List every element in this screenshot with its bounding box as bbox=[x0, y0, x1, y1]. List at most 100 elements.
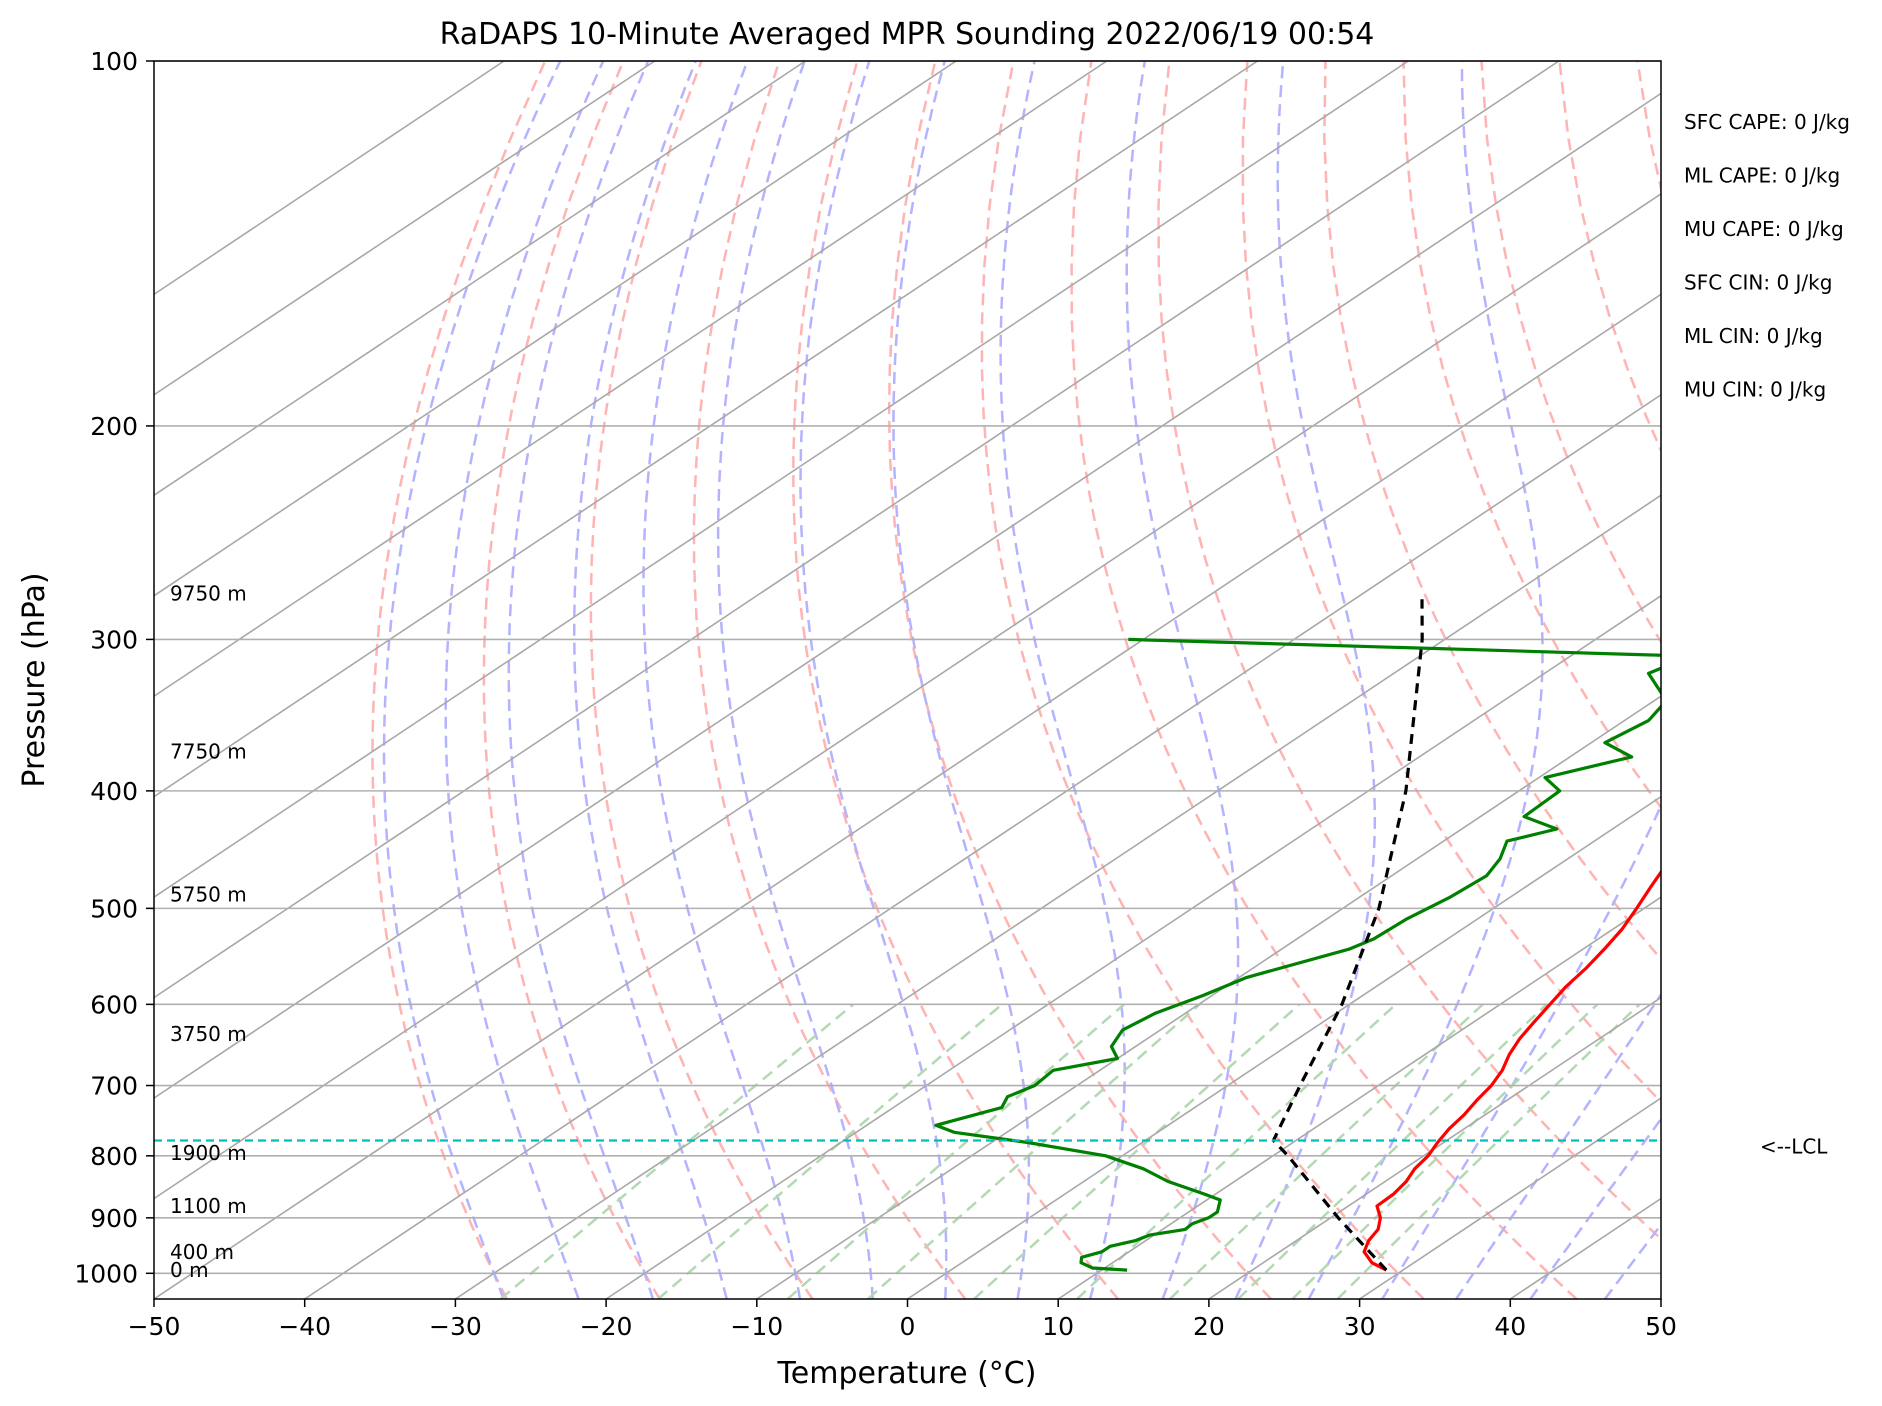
mixing-ratio-line bbox=[1336, 1003, 1641, 1299]
y-tick-label: 100 bbox=[90, 47, 138, 76]
y-tick-label: 900 bbox=[90, 1204, 138, 1233]
moist-adiabat bbox=[999, 61, 1126, 1299]
mixing-ratio-line bbox=[1076, 1003, 1397, 1299]
height-label: 5750 m bbox=[170, 882, 247, 906]
height-label: 1100 m bbox=[170, 1194, 247, 1218]
dry-adiabat bbox=[887, 61, 1272, 1299]
isotherm bbox=[756, 695, 1661, 1299]
y-tick-label: 600 bbox=[90, 990, 138, 1019]
isotherm bbox=[907, 795, 1661, 1299]
plot-frame bbox=[153, 60, 1662, 1300]
axes: −50 −40 −30 −20 −10 0 10 20 30 40 50 1000 900 800 700 6… bbox=[74, 47, 1677, 1341]
isotherm bbox=[154, 61, 1108, 698]
mixing-ratio-line bbox=[786, 1003, 1125, 1299]
dry-adiabat bbox=[1716, 61, 1882, 1299]
isotherm bbox=[154, 61, 656, 396]
dry-adiabat bbox=[1872, 61, 1882, 1299]
mixing-ratio-line bbox=[499, 1003, 854, 1299]
x-tick-label: 30 bbox=[1344, 1312, 1376, 1341]
dry-adiabat bbox=[482, 61, 661, 1299]
dry-adiabat bbox=[1636, 61, 1661, 195]
x-tick-label: −20 bbox=[580, 1312, 633, 1341]
y-tick-label: 300 bbox=[90, 625, 138, 654]
y-tick-label: 800 bbox=[90, 1142, 138, 1171]
isotherm bbox=[1208, 996, 1661, 1299]
isotherm bbox=[1359, 1097, 1661, 1299]
parcel-profile-line bbox=[1271, 599, 1424, 1272]
isotherm bbox=[1057, 896, 1661, 1299]
lcl-label: <--LCL bbox=[1760, 1134, 1828, 1158]
isotherm bbox=[1509, 1197, 1661, 1299]
index-label: SFC CAPE: 0 J/kg bbox=[1684, 110, 1850, 134]
mixing-ratio-line bbox=[1169, 1003, 1484, 1299]
x-tick-label: 40 bbox=[1494, 1312, 1526, 1341]
x-tick-label: −40 bbox=[278, 1312, 331, 1341]
height-label: 3750 m bbox=[170, 1022, 247, 1046]
dry-adiabat bbox=[1070, 61, 1578, 1299]
mixing-ratio-line bbox=[1291, 1003, 1599, 1299]
moist-adiabat bbox=[444, 61, 605, 1299]
mixing-ratio-line bbox=[657, 1003, 1003, 1299]
dry-adiabat bbox=[1558, 61, 1661, 454]
height-label: 0 m bbox=[170, 1258, 209, 1282]
isotherm bbox=[154, 61, 957, 597]
x-tick-label: −30 bbox=[429, 1312, 482, 1341]
index-label: ML CIN: 0 J/kg bbox=[1684, 324, 1823, 348]
moist-adiabat bbox=[1381, 802, 1661, 1299]
isotherm bbox=[154, 61, 806, 497]
height-label: 7750 m bbox=[170, 739, 247, 763]
isotherm bbox=[154, 61, 1560, 999]
moist-adiabat bbox=[572, 61, 728, 1299]
index-label: ML CAPE: 0 J/kg bbox=[1684, 164, 1840, 188]
moist-adiabat bbox=[642, 61, 802, 1299]
dry-adiabat bbox=[1241, 61, 1661, 1104]
mixing-ratio-line bbox=[973, 1003, 1301, 1299]
moist-adiabat bbox=[799, 61, 948, 1299]
y-axis-title: Pressure (hPa) bbox=[17, 572, 52, 787]
temperature-line bbox=[1362, 869, 1661, 1272]
x-tick-label: 20 bbox=[1193, 1312, 1225, 1341]
isotherm bbox=[1660, 1298, 1661, 1299]
dry-adiabat bbox=[792, 61, 1120, 1299]
dry-adiabat bbox=[1794, 61, 1882, 1299]
moist-adiabat bbox=[1234, 61, 1377, 1299]
x-tick-label: 50 bbox=[1645, 1312, 1677, 1341]
isotherm bbox=[154, 61, 505, 296]
moist-adiabat bbox=[1529, 1117, 1661, 1299]
dry-adiabat bbox=[371, 61, 547, 1299]
data-series bbox=[934, 599, 1661, 1272]
moist-adiabat bbox=[892, 61, 1031, 1299]
height-label: 1900 m bbox=[170, 1141, 247, 1165]
isotherm bbox=[154, 61, 1409, 899]
x-tick-label: 0 bbox=[900, 1312, 916, 1341]
moist-adiabat bbox=[716, 61, 874, 1299]
moist-adiabat bbox=[1603, 1222, 1661, 1299]
index-label: MU CAPE: 0 J/kg bbox=[1684, 217, 1844, 241]
mixing-ratio-line bbox=[867, 1003, 1201, 1299]
x-axis-title: Temperature (°C) bbox=[777, 1356, 1037, 1391]
y-tick-label: 700 bbox=[90, 1072, 138, 1101]
y-tick-label: 1000 bbox=[74, 1259, 138, 1288]
index-label: MU CIN: 0 J/kg bbox=[1684, 378, 1826, 402]
dewpoint-line bbox=[934, 637, 1661, 1272]
isotherm bbox=[154, 61, 1258, 798]
x-tick-label: 10 bbox=[1042, 1312, 1074, 1341]
chart-title: RaDAPS 10-Minute Averaged MPR Sounding 2… bbox=[440, 17, 1375, 52]
height-label: 400 m bbox=[170, 1240, 234, 1264]
isotherm bbox=[304, 393, 1661, 1299]
index-label: SFC CIN: 0 J/kg bbox=[1684, 271, 1832, 295]
height-label: 9750 m bbox=[170, 582, 247, 606]
moist-adiabat bbox=[507, 61, 655, 1299]
y-tick-label: 500 bbox=[90, 894, 138, 923]
dry-adiabat bbox=[589, 61, 814, 1299]
y-tick-label: 200 bbox=[90, 412, 138, 441]
y-tick-label: 400 bbox=[90, 777, 138, 806]
moist-adiabat bbox=[1307, 61, 1544, 1299]
dry-adiabat bbox=[1480, 61, 1661, 645]
dry-adiabat bbox=[1323, 61, 1661, 961]
dry-adiabat bbox=[1402, 61, 1661, 810]
moist-adiabat bbox=[1125, 61, 1240, 1299]
